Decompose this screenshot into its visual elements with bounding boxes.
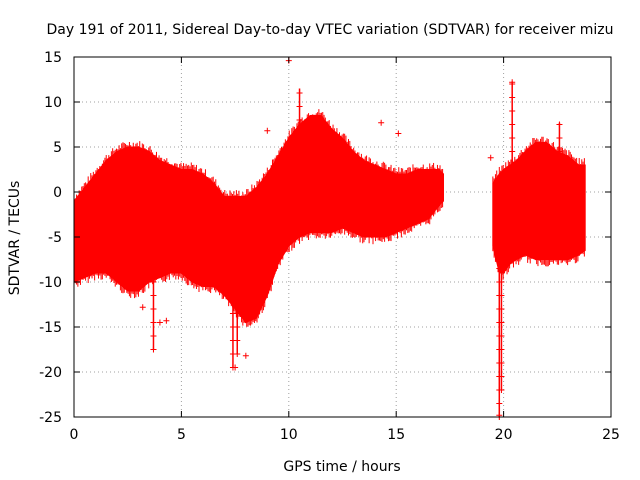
x-tick-label: 10 (280, 427, 298, 443)
spike-point (498, 265, 505, 272)
spike-point (498, 279, 505, 285)
spike-point (234, 324, 241, 330)
y-axis-label: SDTVAR / TECUs (7, 181, 23, 296)
spike-point (150, 319, 157, 326)
y-tick-label: 5 (53, 140, 62, 156)
spike-point (296, 130, 303, 137)
spike-point (496, 400, 503, 407)
spike-point (234, 270, 241, 276)
spike-point (150, 306, 157, 312)
outlier-point (232, 364, 239, 371)
spike-point (150, 333, 157, 339)
spike-point (296, 90, 303, 96)
spike-point (296, 103, 303, 110)
outlier-point (509, 79, 516, 86)
y-tick-label: -20 (39, 365, 62, 381)
spike-point (234, 310, 241, 317)
spike-point (509, 162, 516, 168)
y-tick-label: -15 (39, 320, 62, 336)
y-tick-label: 15 (44, 50, 62, 66)
spike-point (498, 373, 505, 380)
outlier-point (156, 319, 163, 326)
outlier-point (264, 127, 271, 134)
spike-point (498, 360, 505, 366)
outlier-point (487, 154, 494, 161)
y-tick-label: -25 (39, 410, 62, 426)
chart-title: Day 191 of 2011, Sidereal Day-to-day VTE… (47, 22, 614, 38)
spike-point (509, 108, 516, 114)
spike-point (509, 94, 516, 101)
spike-point (556, 121, 563, 128)
spike-point (234, 351, 241, 357)
spike-point (150, 279, 157, 285)
outlier-point (139, 304, 146, 311)
outlier-point (242, 352, 249, 359)
outlier-point (150, 346, 157, 353)
y-tick-label: 10 (44, 95, 62, 111)
axis-ticks: 0 5 10 15 20 25 15 10 5 0 -5 -10 -15 -20 -25 (39, 50, 620, 443)
spike-point (556, 135, 563, 141)
outlier-point (395, 130, 402, 137)
spike-point (296, 117, 303, 123)
spike-point (556, 148, 563, 155)
spike-point (498, 387, 505, 393)
spike-point (509, 148, 516, 155)
x-axis-label: GPS time / hours (283, 459, 400, 475)
x-tick-label: 15 (387, 427, 405, 443)
spike-point (498, 333, 505, 339)
outlier-point (378, 119, 385, 126)
x-tick-label: 25 (602, 427, 620, 443)
spike-point (234, 337, 241, 344)
data-series (73, 57, 586, 420)
spike-point (498, 346, 505, 353)
spike-point (234, 297, 241, 303)
spike-point (234, 283, 241, 290)
x-tick-label: 0 (70, 427, 79, 443)
spike-point (498, 319, 505, 326)
y-tick-label: -5 (48, 230, 62, 246)
spike-point (296, 144, 303, 150)
spike-point (509, 135, 516, 141)
spike-point (498, 306, 505, 312)
spike-point (509, 121, 516, 128)
outlier-point (163, 317, 170, 324)
spike-point (150, 292, 157, 299)
x-tick-label: 5 (177, 427, 186, 443)
spike-point (556, 162, 563, 168)
y-tick-label: 0 (53, 185, 62, 201)
x-tick-label: 20 (495, 427, 513, 443)
spike-point (498, 292, 505, 299)
y-tick-label: -10 (39, 275, 62, 291)
